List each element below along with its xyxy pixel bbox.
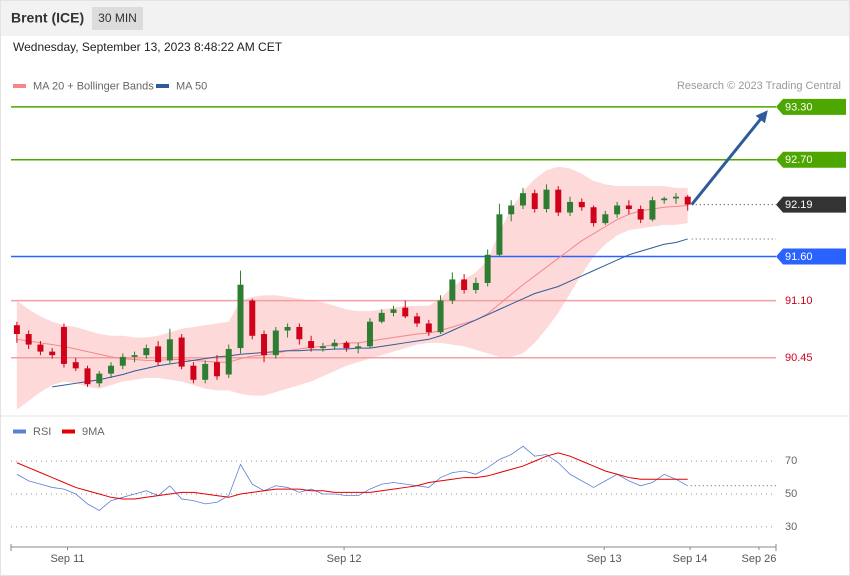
x-tick-label: Sep 12 — [327, 553, 362, 565]
candle-body — [531, 193, 538, 210]
candle-body — [108, 365, 115, 374]
candle-body — [649, 200, 656, 220]
candle-body — [519, 193, 526, 206]
y-tick-label: 70 — [785, 455, 797, 467]
candle-body — [461, 279, 468, 290]
candle-body — [602, 214, 609, 224]
level-label: 93.30 — [785, 101, 813, 113]
candle-body — [119, 356, 126, 366]
candle-body — [343, 342, 350, 349]
level-tag — [776, 151, 846, 168]
rsi-line — [16, 445, 688, 511]
candle-body — [225, 348, 232, 375]
rsi-line — [16, 452, 688, 500]
price-panel: MA 20 + Bollinger Bands MA 50 93.30 92.70 92… — [11, 80, 846, 410]
candle-body — [425, 323, 432, 333]
candle-body — [284, 326, 291, 331]
timeframe-badge[interactable] — [92, 7, 143, 30]
candle-body — [390, 309, 397, 313]
timestamp: Wednesday, September 13, 2023 8:48:22 AM… — [13, 40, 283, 54]
candle-body — [60, 326, 67, 364]
candle-body — [449, 279, 456, 301]
candle-body — [637, 209, 644, 220]
candle-body — [319, 346, 326, 349]
candle-body — [496, 214, 503, 255]
candle-body — [684, 196, 691, 205]
candle-body — [366, 321, 373, 347]
legend-swatch — [156, 84, 169, 88]
candle-body — [543, 189, 550, 210]
y-tick-label: 50 — [785, 488, 797, 500]
candle-body — [308, 341, 315, 349]
candle-body — [37, 344, 44, 352]
candle-body — [13, 325, 20, 335]
candle-body — [131, 355, 138, 357]
candle-body — [49, 351, 56, 356]
candle-body — [96, 373, 103, 384]
legend-swatch — [13, 84, 26, 88]
candle-body — [296, 326, 303, 340]
x-tick-label: Sep 13 — [587, 553, 622, 565]
level-tag — [776, 98, 846, 115]
rsi-panel: RSI 9MA 30 50 70 Sep 11 Sep 12 Sep 13 Sep 14 Sep … — [10, 426, 797, 565]
candle-body — [378, 312, 385, 322]
ma-line — [16, 204, 688, 363]
level-tag — [776, 248, 846, 265]
candle-body — [237, 284, 244, 349]
candle-body — [25, 334, 32, 345]
candle-body — [272, 330, 279, 356]
candle-body — [472, 282, 479, 290]
candle-body — [249, 300, 256, 336]
candle-body — [508, 205, 515, 215]
candle-body — [555, 189, 562, 213]
candle-body — [567, 201, 574, 213]
candle-body — [202, 363, 209, 380]
candle-body — [590, 207, 597, 224]
instrument: Brent (ICE) — [11, 10, 84, 26]
candle-body — [437, 300, 444, 333]
level-label: 91.10 — [785, 295, 813, 307]
level-label: 92.70 — [785, 154, 813, 166]
y-tick-label: 30 — [785, 521, 797, 533]
candle-body — [355, 346, 362, 349]
legend-label: MA 50 — [176, 80, 207, 92]
legend-swatch — [62, 429, 75, 434]
legend-label: RSI — [33, 426, 51, 438]
candle-body — [625, 205, 632, 210]
candle-body — [261, 334, 268, 356]
candle-body — [414, 316, 421, 324]
x-tick-label: Sep 14 — [673, 553, 708, 565]
candle-body — [166, 339, 173, 361]
level-label: 90.45 — [785, 352, 813, 364]
legend-swatch — [13, 429, 26, 434]
level-label: 92.19 — [785, 199, 813, 211]
candle-body — [178, 337, 185, 367]
candle-body — [614, 205, 621, 215]
candle-body — [72, 362, 79, 369]
candle-body — [484, 254, 491, 283]
candle-body — [213, 362, 220, 377]
timeframe[interactable]: 30 MIN — [98, 11, 137, 25]
candle-body — [143, 348, 150, 356]
candle-body — [661, 198, 668, 201]
level-label: 91.60 — [785, 251, 813, 263]
credit: Research © 2023 Trading Central — [677, 80, 841, 92]
candle-body — [672, 196, 679, 199]
legend-label: MA 20 + Bollinger Bands — [33, 80, 154, 92]
candle-body — [155, 346, 162, 363]
target-arrow — [690, 110, 768, 206]
candle-body — [402, 307, 409, 317]
candle-body — [190, 365, 197, 380]
legend-label: 9MA — [82, 426, 105, 438]
x-tick-label: Sep 26 — [741, 553, 776, 565]
candle-body — [578, 201, 585, 208]
x-tick-label: Sep 11 — [50, 553, 84, 565]
level-tag — [776, 196, 846, 213]
candle-body — [331, 342, 338, 347]
candle-body — [84, 368, 91, 385]
